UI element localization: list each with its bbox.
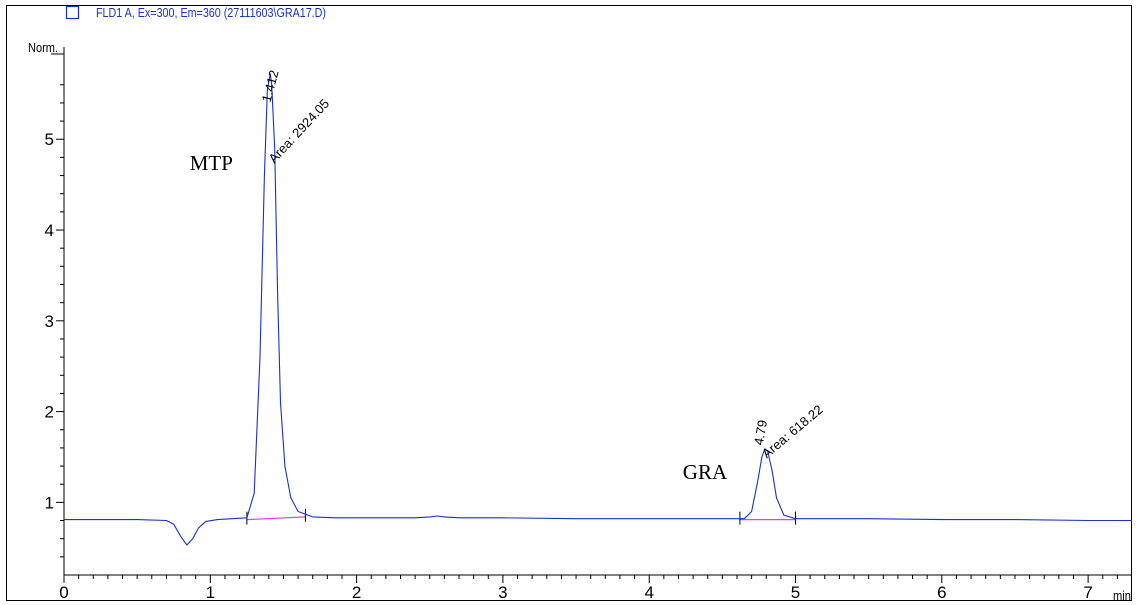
compound-label: GRA — [683, 460, 728, 484]
retention-time-label: 1.412 — [259, 68, 282, 103]
legend-swatch — [65, 5, 80, 20]
legend: FLD1 A, Ex=300, Em=360 (27111603\GRA17.D… — [65, 5, 326, 20]
x-tick-label: 4 — [644, 583, 653, 602]
legend-label: FLD1 A, Ex=300, Em=360 (27111603\GRA17.D… — [96, 5, 326, 20]
x-tick-label: 7 — [1083, 583, 1092, 602]
series-line-1 — [64, 73, 1132, 546]
x-axis-label: min — [1113, 588, 1131, 603]
outer-frame — [6, 5, 1132, 601]
integration-baseline-1 — [246, 516, 306, 521]
compound-label: MTP — [190, 151, 233, 175]
retention-time-label: 4.79 — [751, 419, 770, 447]
peak-area-label: Area: 2924.05 — [266, 96, 333, 166]
x-tick-label: 3 — [498, 583, 507, 602]
x-tick-label: 0 — [59, 583, 68, 602]
plot-frame — [6, 5, 1132, 601]
x-tick-label: 5 — [791, 583, 800, 602]
x-tick-label: 2 — [352, 583, 361, 602]
series-layer — [64, 73, 1132, 546]
y-tick-label: 3 — [45, 312, 54, 331]
x-tick-label: 1 — [206, 583, 215, 602]
y-tick-label: 2 — [45, 403, 54, 422]
x-tick-label: 6 — [937, 583, 946, 602]
y-tick-label: 5 — [45, 130, 54, 149]
peak-area-label: Area: 618.22 — [759, 402, 826, 461]
axes: Norm. min 1 2 3 4 5 0 1 2 3 4 5 6 7 — [28, 40, 1132, 603]
y-tick-label: 1 — [45, 493, 54, 512]
y-tick-label: 4 — [45, 221, 54, 240]
y-axis-label: Norm. — [28, 40, 58, 55]
